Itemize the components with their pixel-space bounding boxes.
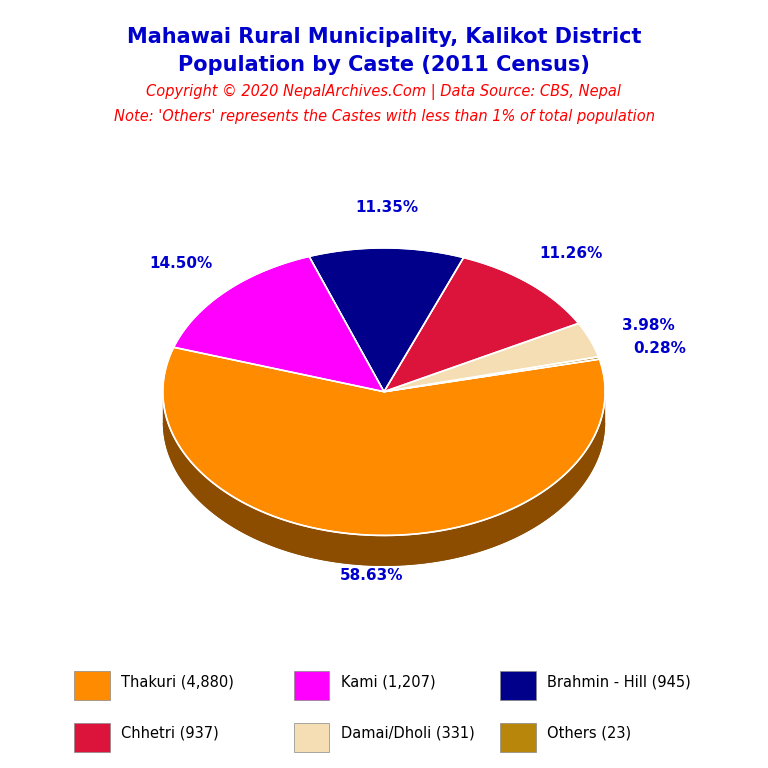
Text: 3.98%: 3.98% — [621, 317, 674, 333]
Text: 11.35%: 11.35% — [356, 200, 419, 215]
Text: 58.63%: 58.63% — [340, 568, 404, 583]
Text: Brahmin - Hill (945): Brahmin - Hill (945) — [548, 674, 691, 689]
Polygon shape — [384, 323, 598, 392]
Text: Copyright © 2020 NepalArchives.Com | Data Source: CBS, Nepal: Copyright © 2020 NepalArchives.Com | Dat… — [147, 84, 621, 101]
Bar — [74, 723, 110, 752]
Bar — [500, 723, 535, 752]
Polygon shape — [163, 347, 605, 535]
Polygon shape — [163, 422, 605, 566]
Text: 11.26%: 11.26% — [539, 246, 603, 261]
Text: Kami (1,207): Kami (1,207) — [341, 674, 435, 689]
Text: Chhetri (937): Chhetri (937) — [121, 726, 219, 741]
Text: 0.28%: 0.28% — [633, 341, 686, 356]
Polygon shape — [384, 257, 578, 392]
Bar — [293, 671, 329, 700]
Text: 14.50%: 14.50% — [149, 256, 212, 271]
Text: Note: 'Others' represents the Castes with less than 1% of total population: Note: 'Others' represents the Castes wit… — [114, 109, 654, 124]
Polygon shape — [163, 392, 605, 566]
Text: Mahawai Rural Municipality, Kalikot District: Mahawai Rural Municipality, Kalikot Dist… — [127, 27, 641, 47]
Polygon shape — [174, 257, 384, 392]
Text: Population by Caste (2011 Census): Population by Caste (2011 Census) — [178, 55, 590, 75]
Bar — [293, 723, 329, 752]
Bar — [74, 671, 110, 700]
Polygon shape — [309, 248, 464, 392]
Text: Thakuri (4,880): Thakuri (4,880) — [121, 674, 234, 689]
Bar — [500, 671, 535, 700]
Text: Damai/Dholi (331): Damai/Dholi (331) — [341, 726, 475, 741]
Polygon shape — [384, 356, 600, 392]
Text: Others (23): Others (23) — [548, 726, 631, 741]
